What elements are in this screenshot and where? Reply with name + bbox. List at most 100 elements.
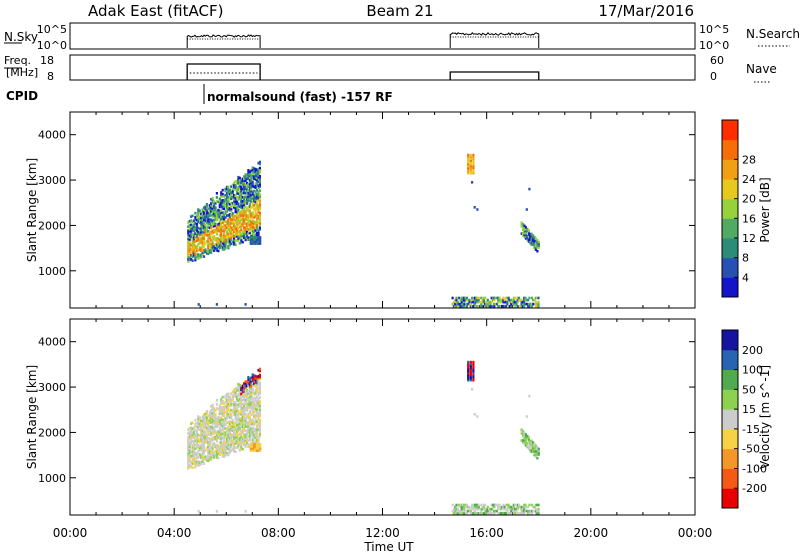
- power-cell: [253, 228, 256, 232]
- sky-right-tick-high: 10^5: [699, 23, 729, 36]
- velocity-cell: [213, 435, 216, 439]
- nsky-label: N.Sky: [4, 30, 38, 44]
- velocity-cell: [255, 424, 259, 428]
- velocity-cell: [204, 432, 207, 436]
- velocity-cell: [220, 406, 223, 409]
- velocity-cell: [224, 441, 227, 445]
- power-cell: [238, 191, 241, 194]
- velocity-cell: [223, 414, 226, 417]
- power-cell: [238, 195, 241, 198]
- velocity-cell: [247, 420, 250, 424]
- power-cell: [218, 226, 221, 229]
- velocity-cell: [188, 457, 191, 461]
- velocity-cell: [251, 375, 254, 378]
- power-cell: [211, 235, 214, 239]
- power-cell: [202, 208, 206, 211]
- power-cell: [237, 202, 240, 206]
- velocity-cell: [233, 392, 236, 396]
- power-cell: [476, 304, 479, 308]
- power-cell: [253, 189, 256, 193]
- velocity-cell: [253, 435, 256, 439]
- power-cell: [201, 226, 204, 230]
- velocity-cell: [249, 449, 252, 452]
- power-cell: [251, 170, 254, 174]
- power-cell: [201, 235, 204, 238]
- velocity-cell: [257, 422, 260, 425]
- radar-title: Adak East (fitACF): [88, 2, 223, 20]
- power-cell: [187, 258, 190, 261]
- power-cell: [224, 238, 227, 242]
- velocity-cell: [455, 505, 458, 509]
- power-cell: [255, 231, 259, 235]
- velocity-cell: [201, 429, 204, 433]
- power-cell: [214, 224, 217, 228]
- velocity-cell: [190, 440, 193, 444]
- power-cell: [502, 300, 505, 304]
- velocity-cell: [230, 402, 233, 406]
- velocity-cell: [248, 385, 251, 389]
- power-cell: [237, 186, 240, 189]
- velocity-cell: [241, 427, 244, 431]
- power-cell: [225, 198, 229, 201]
- power-cell: [255, 233, 259, 237]
- power-cell: [241, 216, 244, 219]
- velocity-cell: [191, 446, 194, 449]
- velocity-cell: [463, 505, 466, 509]
- power-cell: [233, 204, 236, 207]
- velocity-cell: [248, 399, 251, 403]
- power-cell: [215, 214, 218, 218]
- power-cell: [257, 161, 260, 165]
- velocity-cell: [248, 428, 251, 432]
- velocity-cell: [240, 396, 243, 400]
- velocity-cell: [224, 419, 227, 422]
- power-cell: [207, 238, 210, 241]
- power-cell: [526, 238, 529, 242]
- velocity-cell: [202, 437, 206, 441]
- power-cell: [257, 217, 260, 220]
- power-cell: [190, 223, 193, 226]
- velocity-cell: [210, 413, 213, 416]
- power-cell: [234, 229, 237, 232]
- power-cell: [218, 201, 221, 205]
- power-cell: [251, 166, 254, 169]
- velocity-cell: [190, 465, 193, 468]
- velocity-cell: [258, 390, 261, 393]
- power-cell: [255, 180, 259, 184]
- power-cell: [214, 210, 217, 213]
- velocity-cell: [223, 426, 226, 430]
- power-cell: [251, 192, 254, 196]
- power-cell: [243, 205, 246, 209]
- velocity-cell: [235, 433, 239, 437]
- velocity-cell: [522, 439, 525, 442]
- power-cell: [210, 208, 213, 211]
- power-colorbar-label: Power [dB]: [758, 177, 772, 242]
- power-cell: [258, 221, 261, 225]
- power-cell: [220, 195, 223, 198]
- velocity-cell: [191, 466, 194, 469]
- power-cell: [205, 209, 208, 212]
- freq-left-tick-low: 8: [47, 70, 54, 83]
- velocity-cell: [202, 450, 206, 453]
- power-cell: [208, 244, 211, 248]
- velocity-cell: [486, 507, 489, 511]
- velocity-cell: [471, 511, 474, 515]
- velocity-cell: [234, 387, 237, 390]
- power-cell: [456, 300, 459, 304]
- velocity-cell: [255, 414, 259, 417]
- power-cell: [524, 228, 527, 231]
- velocity-cell: [254, 421, 257, 425]
- velocity-cell: [472, 360, 475, 364]
- velocity-cell: [247, 400, 250, 404]
- power-cell: [188, 234, 191, 237]
- power-cell: [243, 222, 246, 225]
- velocity-cell: [498, 511, 501, 515]
- velocity-cell: [508, 511, 511, 515]
- power-cell: [224, 244, 227, 248]
- velocity-cell: [228, 450, 231, 454]
- velocity-cell: [244, 435, 247, 438]
- velocity-cell: [234, 403, 237, 407]
- power-cell: [247, 205, 250, 209]
- power-cell: [188, 246, 191, 249]
- velocity-cell: [208, 417, 211, 420]
- velocity-cell: [194, 463, 197, 467]
